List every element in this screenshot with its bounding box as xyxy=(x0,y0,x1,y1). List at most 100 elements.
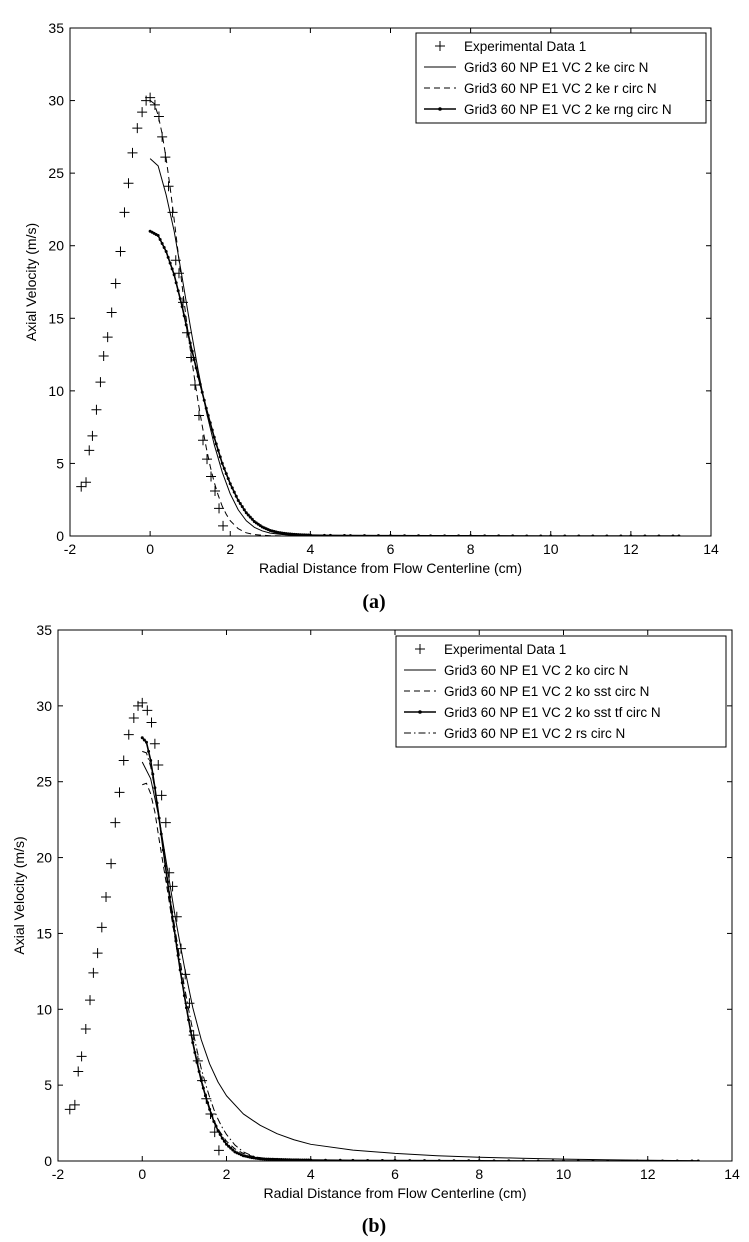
x-axis-label: Radial Distance from Flow Centerline (cm… xyxy=(259,560,522,576)
line-marker xyxy=(210,428,214,432)
y-tick-label: 15 xyxy=(48,310,64,326)
line-marker xyxy=(193,1051,197,1055)
x-tick-label: 4 xyxy=(306,541,314,557)
line-marker xyxy=(226,477,230,481)
line-marker xyxy=(229,1146,233,1150)
y-tick-label: 5 xyxy=(56,455,64,471)
data-point xyxy=(142,705,153,716)
line-marker xyxy=(227,1144,231,1148)
legend-label: Grid3 60 NP E1 VC 2 ke circ N xyxy=(464,60,648,75)
line-marker xyxy=(452,1159,456,1161)
line-marker xyxy=(144,740,148,744)
line-marker xyxy=(160,242,164,246)
line-marker xyxy=(174,281,178,285)
line-marker xyxy=(591,534,595,536)
data-point xyxy=(69,1099,80,1110)
series-2 xyxy=(149,100,679,536)
line-marker xyxy=(172,273,176,277)
data-point xyxy=(132,123,143,134)
y-tick-label: 10 xyxy=(36,1001,52,1017)
legend-label: Grid3 60 NP E1 VC 2 ke rng circ N xyxy=(464,102,672,117)
line-marker xyxy=(216,1129,220,1133)
line-marker xyxy=(322,533,326,536)
line-marker xyxy=(212,1120,216,1124)
line-marker xyxy=(457,534,461,536)
x-tick-label: 6 xyxy=(391,1166,399,1182)
data-point xyxy=(153,760,164,771)
line-marker xyxy=(210,1113,214,1117)
x-tick-label: -2 xyxy=(52,1166,65,1182)
series-3 xyxy=(140,736,700,1161)
line-marker xyxy=(170,267,174,271)
data-point xyxy=(92,948,103,959)
data-point xyxy=(163,181,174,192)
y-tick-label: 0 xyxy=(44,1153,52,1169)
line-marker xyxy=(671,534,675,536)
line-marker xyxy=(140,736,144,740)
series-2 xyxy=(142,782,699,1161)
x-tick-label: 0 xyxy=(138,1166,146,1182)
line-marker xyxy=(483,534,487,536)
line-marker xyxy=(158,238,162,242)
legend-item: Experimental Data 1 xyxy=(415,642,566,657)
line-marker xyxy=(206,414,210,418)
series-line xyxy=(142,750,699,1161)
line-marker xyxy=(196,374,200,378)
series-0 xyxy=(76,92,229,531)
line-marker xyxy=(197,1069,201,1073)
line-marker xyxy=(164,250,168,254)
legend-item: Grid3 60 NP E1 VC 2 rs circ N xyxy=(404,726,625,741)
data-point xyxy=(146,717,157,728)
x-tick-label: 12 xyxy=(623,541,639,557)
line-marker xyxy=(244,511,248,515)
legend-label: Grid3 60 NP E1 VC 2 ko circ N xyxy=(444,663,628,678)
y-tick-label: 15 xyxy=(36,925,52,941)
legend-swatch-marker xyxy=(418,710,422,714)
line-marker xyxy=(156,234,160,238)
line-marker xyxy=(525,534,529,536)
x-axis-label: Radial Distance from Flow Centerline (cm… xyxy=(264,1185,527,1201)
data-point xyxy=(189,380,200,391)
line-marker xyxy=(142,738,146,742)
data-point xyxy=(106,858,117,869)
line-marker xyxy=(469,534,473,536)
x-tick-label: 14 xyxy=(724,1166,740,1182)
series-1 xyxy=(141,761,699,1161)
x-tick-label: 12 xyxy=(640,1166,656,1182)
x-tick-label: 6 xyxy=(387,541,395,557)
data-point xyxy=(114,787,125,798)
line-marker xyxy=(342,534,346,536)
data-point xyxy=(149,738,160,749)
data-point xyxy=(84,445,95,456)
line-marker xyxy=(208,1107,212,1111)
legend-item: Grid3 60 NP E1 VC 2 ke rng circ N xyxy=(424,102,672,117)
line-marker xyxy=(220,1136,224,1140)
panel-caption: (a) xyxy=(362,591,385,613)
line-marker xyxy=(184,323,188,327)
series-line xyxy=(141,737,699,1161)
y-tick-label: 20 xyxy=(36,850,52,866)
line-marker xyxy=(182,314,186,318)
data-point xyxy=(110,817,121,828)
legend-label: Experimental Data 1 xyxy=(464,39,586,54)
line-marker xyxy=(218,455,222,459)
line-marker xyxy=(240,505,244,509)
line-marker xyxy=(234,494,238,498)
line-marker xyxy=(218,1132,222,1136)
data-point xyxy=(102,332,113,343)
data-point xyxy=(96,922,107,933)
data-point xyxy=(214,503,225,514)
line-marker xyxy=(231,1148,235,1152)
legend-swatch-marker xyxy=(438,107,442,111)
line-marker xyxy=(180,981,184,985)
series-0 xyxy=(64,697,224,1156)
data-point xyxy=(160,817,171,828)
line-marker xyxy=(180,305,184,309)
series-line xyxy=(149,100,679,536)
data-point xyxy=(85,995,96,1006)
data-point xyxy=(173,268,184,279)
line-marker xyxy=(267,1157,271,1161)
line-marker xyxy=(511,534,515,536)
series-line xyxy=(141,761,699,1161)
